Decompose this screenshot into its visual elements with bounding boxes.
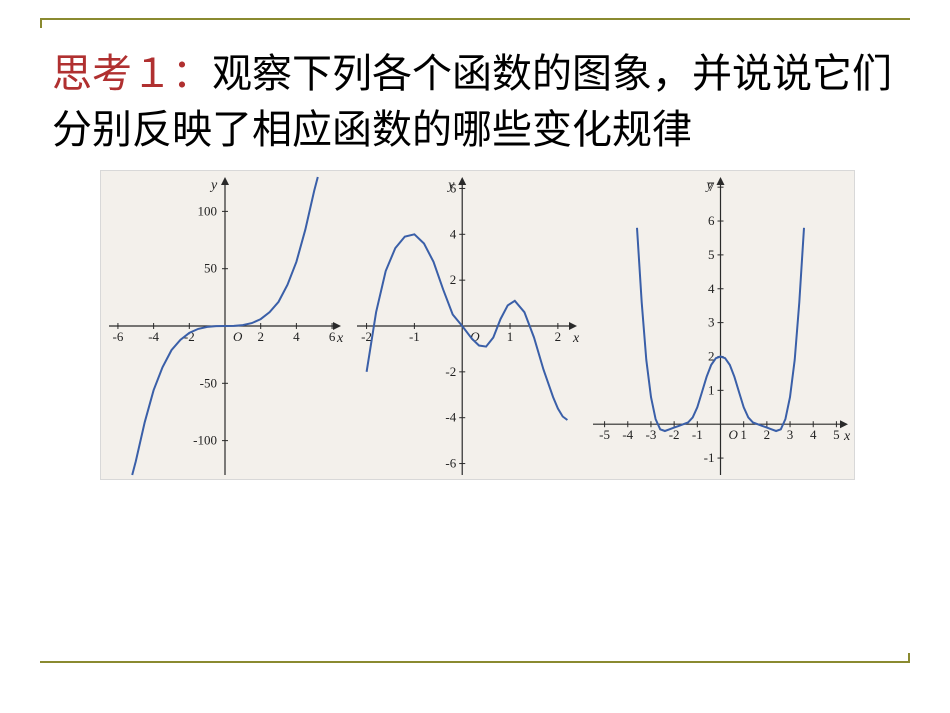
svg-text:O: O xyxy=(729,427,739,442)
slide-frame-bottom-corner xyxy=(900,653,910,663)
svg-text:-3: -3 xyxy=(646,427,657,442)
svg-text:6: 6 xyxy=(708,213,715,228)
svg-text:2: 2 xyxy=(257,329,264,344)
svg-text:1: 1 xyxy=(507,329,514,344)
svg-text:5: 5 xyxy=(708,247,715,262)
heading-text: 思考１：观察下列各个函数的图象，并说说它们分别反映了相应函数的哪些变化规律 xyxy=(52,46,898,158)
svg-text:-4: -4 xyxy=(622,427,633,442)
svg-text:1: 1 xyxy=(740,427,747,442)
svg-text:2: 2 xyxy=(555,329,562,344)
svg-text:4: 4 xyxy=(450,226,457,241)
chart-3: -5-4-3-2-112345-11234567Oxy xyxy=(585,171,856,479)
svg-text:-100: -100 xyxy=(193,433,217,448)
svg-text:-5: -5 xyxy=(599,427,610,442)
figure-area: -6-4-2246-100-5050100Oxy -2-112-6-4-2246… xyxy=(100,170,855,480)
svg-text:y: y xyxy=(446,178,455,193)
svg-text:-4: -4 xyxy=(445,410,456,425)
svg-text:4: 4 xyxy=(810,427,817,442)
slide-frame-top xyxy=(40,18,910,20)
svg-text:-2: -2 xyxy=(445,364,456,379)
svg-text:-1: -1 xyxy=(409,329,420,344)
svg-text:O: O xyxy=(233,329,243,344)
svg-text:6: 6 xyxy=(329,329,336,344)
svg-text:y: y xyxy=(209,178,218,193)
chart-1: -6-4-2246-100-5050100Oxy xyxy=(101,171,349,479)
slide-frame-top-corner xyxy=(40,18,50,28)
svg-text:5: 5 xyxy=(833,427,840,442)
svg-text:3: 3 xyxy=(787,427,794,442)
svg-text:-6: -6 xyxy=(445,456,456,471)
svg-text:x: x xyxy=(336,331,344,346)
svg-text:100: 100 xyxy=(198,203,218,218)
svg-text:x: x xyxy=(843,429,851,444)
heading-label: 思考１： xyxy=(52,51,212,96)
svg-text:1: 1 xyxy=(708,382,715,397)
svg-text:50: 50 xyxy=(204,261,217,276)
slide-frame-bottom xyxy=(40,661,910,663)
svg-text:-50: -50 xyxy=(200,375,217,390)
chart-2: -2-112-6-4-2246Oxy xyxy=(349,171,585,479)
svg-text:-4: -4 xyxy=(148,329,159,344)
svg-text:3: 3 xyxy=(708,315,715,330)
svg-text:y: y xyxy=(705,178,714,193)
svg-text:4: 4 xyxy=(708,281,715,296)
svg-text:x: x xyxy=(572,331,580,346)
svg-text:-2: -2 xyxy=(361,329,372,344)
svg-text:-1: -1 xyxy=(704,450,715,465)
svg-text:4: 4 xyxy=(293,329,300,344)
svg-text:-6: -6 xyxy=(113,329,124,344)
svg-text:-1: -1 xyxy=(692,427,703,442)
svg-text:2: 2 xyxy=(450,272,457,287)
